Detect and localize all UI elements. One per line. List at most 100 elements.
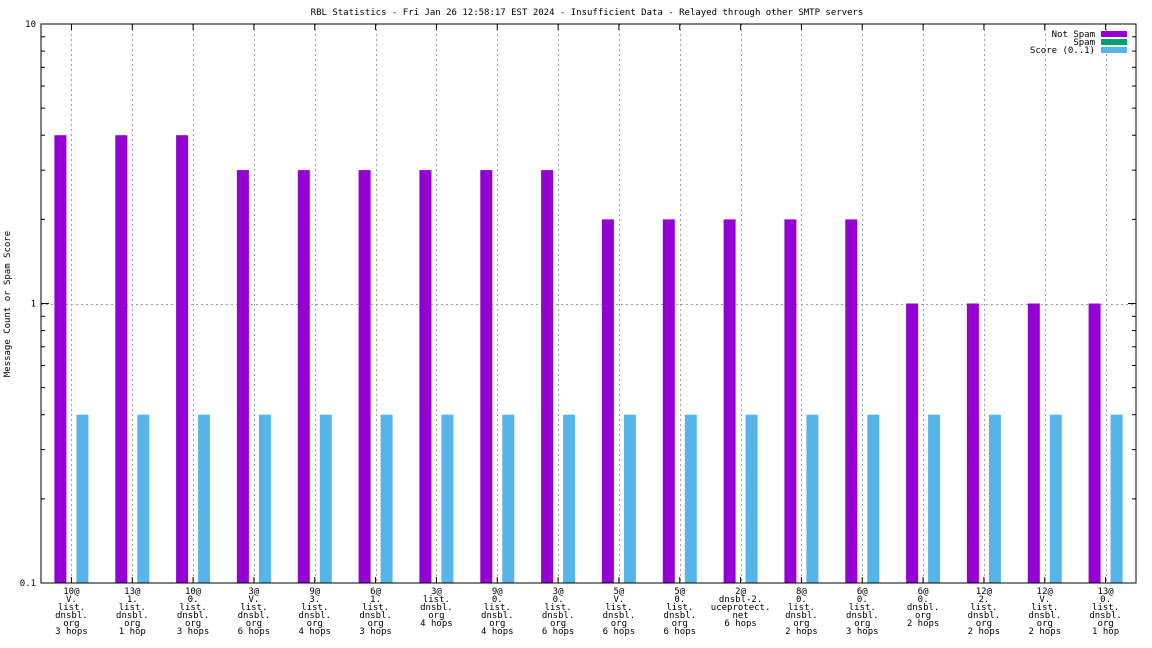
x-tick-label-line: list.: [666, 603, 693, 613]
x-tick-label-line: list.: [545, 603, 572, 613]
bar-not-spam: [176, 135, 189, 583]
x-tick-label: 5@ V. list. dnsbl. org 6 hops: [603, 587, 636, 637]
x-tick-label-line: 1 hop: [119, 627, 146, 637]
bar-not-spam: [419, 170, 432, 583]
x-tick-label: 3@ 0. list. dnsbl. org 6 hops: [542, 587, 575, 637]
x-tick-label-line: 3@: [431, 587, 442, 597]
x-tick-label-line: dnsbl.: [238, 611, 271, 621]
x-tick-label-line: list.: [788, 603, 815, 613]
legend-label: Score (0..1): [1030, 46, 1095, 56]
x-tick-label: 9@ 3. list. dnsbl. org 4 hops: [299, 587, 332, 637]
gridlines: [41, 24, 1136, 583]
x-tick-label-line: 6 hops: [238, 627, 271, 637]
bar-score-0-1: [441, 414, 454, 583]
x-tick-label-line: 3@: [553, 587, 564, 597]
x-tick-label-line: dnsbl.: [603, 611, 636, 621]
bar-not-spam: [236, 170, 249, 583]
x-tick-label-line: V.: [1039, 595, 1050, 605]
bar-score-0-1: [867, 414, 880, 583]
bar-not-spam: [541, 170, 554, 583]
x-tick-label-line: 6 hops: [664, 627, 697, 637]
x-tick-label-line: 1 hop: [1092, 627, 1119, 637]
x-tick-label-line: 3 hops: [846, 627, 879, 637]
x-tick-label-line: 1.: [370, 595, 381, 605]
x-tick-label-line: 5@: [613, 587, 624, 597]
x-tick-label-line: org: [915, 611, 931, 621]
x-tick-label-line: list.: [180, 603, 207, 613]
x-tick-label-line: org: [793, 619, 809, 629]
x-tick-label-line: 0.: [1100, 595, 1111, 605]
x-tick-label-line: 13@: [124, 587, 141, 597]
bar-not-spam: [662, 219, 675, 583]
x-tick-label-line: 2 hops: [907, 619, 940, 629]
x-tick-label-line: 0.: [492, 595, 503, 605]
x-tick-label: 13@ 0. list. dnsbl. org 1 hop: [1089, 587, 1122, 637]
bar-not-spam: [115, 135, 128, 583]
bar-not-spam: [906, 303, 919, 583]
bar-score-0-1: [806, 414, 819, 583]
x-tick-label-line: 4 hops: [420, 619, 453, 629]
x-tick-label-line: list.: [423, 595, 450, 605]
x-tick-label-line: 2 hops: [968, 627, 1001, 637]
x-tick-label-line: 0.: [857, 595, 868, 605]
x-tick-label-line: org: [124, 619, 140, 629]
bar-not-spam: [1088, 303, 1101, 583]
x-tick-label-line: org: [976, 619, 992, 629]
x-tick-label-line: 0.: [674, 595, 685, 605]
x-tick-label: 6@ 0. dnsbl. org 2 hops: [907, 587, 940, 629]
x-tick-label-line: net: [732, 611, 748, 621]
x-tick-label-line: V.: [613, 595, 624, 605]
x-tick-label-line: 3 hops: [177, 627, 210, 637]
bar-score-0-1: [684, 414, 697, 583]
x-tick-label-line: 4 hops: [299, 627, 332, 637]
bar-score-0-1: [198, 414, 211, 583]
x-tick-label-line: list.: [58, 603, 85, 613]
x-tick-label: 13@ 1. list. dnsbl. org 1 hop: [116, 587, 149, 637]
x-tick-label-line: 2.: [978, 595, 989, 605]
x-tick-label-line: org: [550, 619, 566, 629]
bar-score-0-1: [502, 414, 515, 583]
x-tick-label: 2@ dnsbl-2. uceprotect. net 6 hops: [711, 587, 771, 629]
x-tick-label-line: list.: [240, 603, 267, 613]
bars: [54, 135, 1123, 583]
x-tick-label-line: 6@: [857, 587, 868, 597]
x-tick-label-line: 5@: [674, 587, 685, 597]
x-tick-label-line: dnsbl.: [1029, 611, 1062, 621]
x-tick-label-line: 6@: [370, 587, 381, 597]
bar-not-spam: [784, 219, 797, 583]
x-tick-label-line: org: [246, 619, 262, 629]
x-tick-label-line: org: [63, 619, 79, 629]
x-tick-label-line: dnsbl.: [359, 611, 392, 621]
x-tick-label-line: org: [367, 619, 383, 629]
bar-score-0-1: [1110, 414, 1123, 583]
x-tick-label-line: 3 hops: [359, 627, 392, 637]
x-tick-label-line: 3 hops: [55, 627, 88, 637]
bar-score-0-1: [380, 414, 393, 583]
x-tick-label-line: 8@: [796, 587, 807, 597]
x-tick-label-line: org: [489, 619, 505, 629]
bar-score-0-1: [1049, 414, 1062, 583]
bar-not-spam: [358, 170, 371, 583]
x-tick-label-line: 12@: [1037, 587, 1054, 597]
x-tick-label-line: org: [672, 619, 688, 629]
x-tick-label-line: 4 hops: [481, 627, 514, 637]
x-tick-label-line: 13@: [1097, 587, 1114, 597]
legend-swatch: [1101, 39, 1127, 45]
bar-not-spam: [723, 219, 736, 583]
x-tick-label-line: dnsbl.: [420, 603, 453, 613]
x-tick-label-line: 9@: [492, 587, 503, 597]
bar-score-0-1: [928, 414, 941, 583]
legend-swatch: [1101, 31, 1127, 37]
x-tick-label-line: 0.: [188, 595, 199, 605]
x-tick-label-line: org: [1037, 619, 1053, 629]
x-tick-label-line: dnsbl.: [968, 611, 1001, 621]
x-tick-label: 5@ 0. list. dnsbl. org 6 hops: [664, 587, 697, 637]
x-tick-label-line: dnsbl.: [664, 611, 697, 621]
x-tick-label-line: dnsbl.: [542, 611, 575, 621]
x-tick-label-line: dnsbl.: [785, 611, 818, 621]
x-tick-label: 9@ 0. list. dnsbl. org 4 hops: [481, 587, 514, 637]
x-tick-label-line: 6 hops: [542, 627, 575, 637]
x-tick-label-line: 10@: [185, 587, 202, 597]
bar-not-spam: [297, 170, 310, 583]
